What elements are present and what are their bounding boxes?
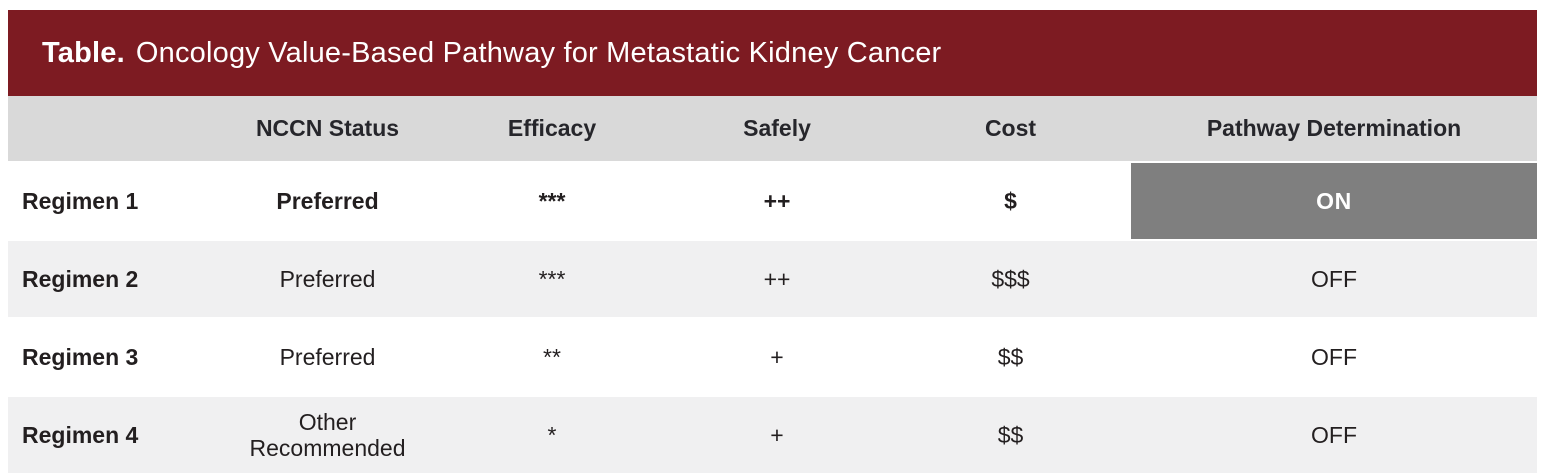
regimen-1-pathway-status-badge: ON xyxy=(1131,161,1537,240)
regimen-4-nccn-status: Other Recommended xyxy=(215,395,440,473)
regimen-4-safely: + xyxy=(664,395,890,473)
header-pathway-determination: Pathway Determination xyxy=(1131,96,1537,162)
header-efficacy: Efficacy xyxy=(440,96,664,162)
regimen-2-pathway-status: OFF xyxy=(1131,239,1537,318)
table-title-prefix: Table. xyxy=(42,36,125,69)
table-title-bar: Table. Oncology Value-Based Pathway for … xyxy=(8,10,1537,96)
regimen-1-cost: $ xyxy=(890,161,1131,240)
pathway-table: NCCN Status Efficacy Safely Cost Pathway… xyxy=(8,96,1537,473)
regimen-2-cost: $$$ xyxy=(890,239,1131,318)
header-nccn-status: NCCN Status xyxy=(215,96,440,162)
regimen-3-pathway-status: OFF xyxy=(1131,317,1537,396)
header-row: NCCN Status Efficacy Safely Cost Pathway… xyxy=(8,96,1537,162)
regimen-3-nccn-status: Preferred xyxy=(215,317,440,396)
header-regimen xyxy=(8,96,215,162)
regimen-4-name: Regimen 4 xyxy=(8,395,215,473)
regimen-2-safely: ++ xyxy=(664,239,890,318)
table-row-regimen-3: Regimen 3 Preferred ** + $$ OFF xyxy=(8,317,1537,396)
regimen-2-efficacy: *** xyxy=(440,239,664,318)
regimen-1-efficacy: *** xyxy=(440,161,664,240)
regimen-4-pathway-status: OFF xyxy=(1131,395,1537,473)
regimen-1-nccn-status: Preferred xyxy=(215,161,440,240)
header-safely: Safely xyxy=(664,96,890,162)
regimen-3-efficacy: ** xyxy=(440,317,664,396)
table-row-regimen-1: Regimen 1 Preferred *** ++ $ ON xyxy=(8,161,1537,240)
regimen-3-safely: + xyxy=(664,317,890,396)
regimen-1-name: Regimen 1 xyxy=(8,161,215,240)
regimen-4-efficacy: * xyxy=(440,395,664,473)
regimen-3-cost: $$ xyxy=(890,317,1131,396)
regimen-2-nccn-status: Preferred xyxy=(215,239,440,318)
regimen-4-cost: $$ xyxy=(890,395,1131,473)
table-figure-inner: Table. Oncology Value-Based Pathway for … xyxy=(8,10,1537,473)
table-row-regimen-2: Regimen 2 Preferred *** ++ $$$ OFF xyxy=(8,239,1537,318)
regimen-3-name: Regimen 3 xyxy=(8,317,215,396)
regimen-2-name: Regimen 2 xyxy=(8,239,215,318)
table-title-text: Oncology Value-Based Pathway for Metasta… xyxy=(135,36,942,69)
header-cost: Cost xyxy=(890,96,1131,162)
regimen-1-safely: ++ xyxy=(664,161,890,240)
table-row-regimen-4: Regimen 4 Other Recommended * + $$ OFF xyxy=(8,395,1537,473)
